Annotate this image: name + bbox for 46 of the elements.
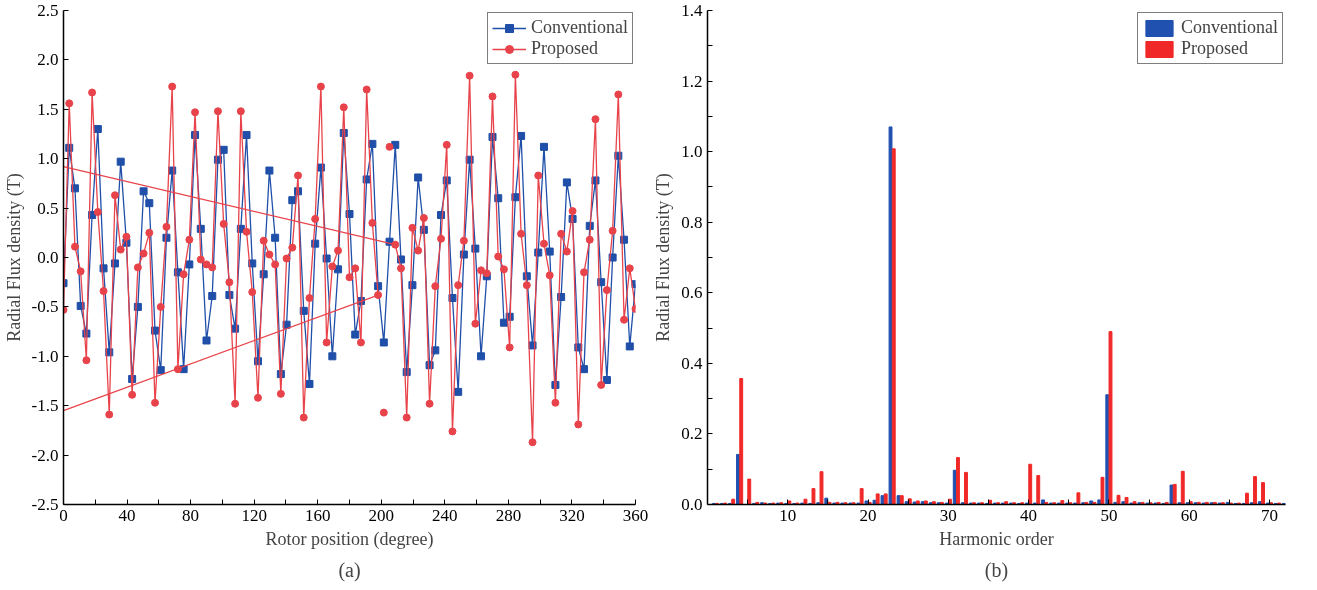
x-axis-title: Rotor position (degree): [265, 528, 434, 550]
x-tick-label: 200: [368, 505, 395, 525]
y-tick-label: -0.5: [31, 297, 59, 317]
y-tick-label: 1.0: [37, 149, 59, 169]
text: (b): [984, 558, 1009, 582]
legend-label: Proposed: [1181, 38, 1248, 59]
x-tick-label: 120: [241, 505, 267, 525]
y-axis-title: Radial Flux density (T): [653, 173, 675, 342]
x-tick-label: 320: [559, 505, 585, 525]
legend-label: Conventional: [1181, 17, 1278, 38]
x-tick-label: 50: [1100, 505, 1118, 525]
x-tick-label: 20: [859, 505, 877, 525]
y-tick-label: 1.4: [681, 1, 703, 20]
y-tick-label: 1.5: [37, 99, 59, 119]
y-tick-label: 1.0: [681, 142, 703, 162]
y-tick-label: 0.8: [681, 212, 703, 232]
y-tick-label: -1.0: [31, 346, 59, 366]
y-tick-label: 0.0: [37, 248, 59, 267]
x-tick-label: 240: [432, 505, 458, 525]
x-tick-label: 10: [779, 505, 797, 525]
y-tick-label: -1.5: [31, 396, 59, 416]
y-tick-label: 1.2: [681, 71, 703, 91]
legend-label: Conventional: [531, 17, 628, 38]
x-axis-title: Harmonic order: [939, 528, 1054, 549]
x-tick-label: 80: [182, 505, 200, 525]
x-tick-label: 0: [59, 505, 68, 525]
text: (a): [338, 558, 361, 582]
y-tick-label: 0.0: [681, 495, 703, 514]
x-tick-label: 70: [1260, 505, 1278, 525]
x-tick-label: 40: [1020, 505, 1038, 525]
y-tick-label: -2.0: [31, 445, 59, 465]
y-tick-label: -2.5: [31, 495, 59, 514]
y-axis-title: Radial Flux density (T): [3, 173, 25, 342]
y-tick-label: 0.2: [681, 424, 703, 444]
y-tick-label: 0.6: [681, 283, 703, 303]
x-tick-label: 60: [1180, 505, 1198, 525]
y-tick-label: 2.5: [37, 1, 59, 20]
x-tick-label: 160: [304, 505, 331, 525]
y-tick-label: 0.4: [681, 353, 703, 373]
x-tick-label: 360: [622, 505, 649, 525]
x-tick-label: 280: [495, 505, 522, 525]
y-tick-label: 0.5: [37, 198, 59, 218]
y-tick-label: 2.0: [37, 50, 59, 70]
x-tick-label: 30: [939, 505, 957, 525]
legend-label: Proposed: [531, 38, 598, 59]
x-tick-label: 40: [118, 505, 136, 525]
